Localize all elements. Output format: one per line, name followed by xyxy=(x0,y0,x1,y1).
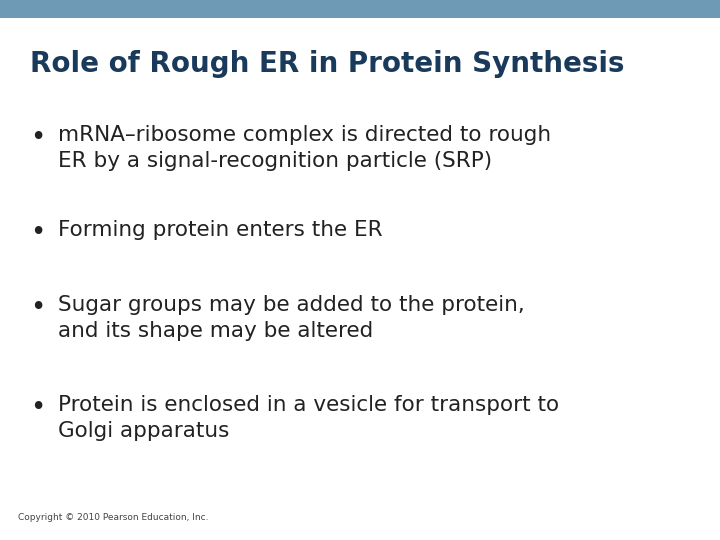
Text: Copyright © 2010 Pearson Education, Inc.: Copyright © 2010 Pearson Education, Inc. xyxy=(18,513,209,522)
Text: Protein is enclosed in a vesicle for transport to
Golgi apparatus: Protein is enclosed in a vesicle for tra… xyxy=(58,395,559,441)
Text: •: • xyxy=(30,295,45,321)
Text: •: • xyxy=(30,220,45,246)
Text: Sugar groups may be added to the protein,
and its shape may be altered: Sugar groups may be added to the protein… xyxy=(58,295,525,341)
Text: •: • xyxy=(30,125,45,151)
Text: Role of Rough ER in Protein Synthesis: Role of Rough ER in Protein Synthesis xyxy=(30,50,624,78)
Text: mRNA–ribosome complex is directed to rough
ER by a signal-recognition particle (: mRNA–ribosome complex is directed to rou… xyxy=(58,125,551,171)
Text: •: • xyxy=(30,395,45,421)
Text: Forming protein enters the ER: Forming protein enters the ER xyxy=(58,220,382,240)
Bar xyxy=(0,0,720,18)
